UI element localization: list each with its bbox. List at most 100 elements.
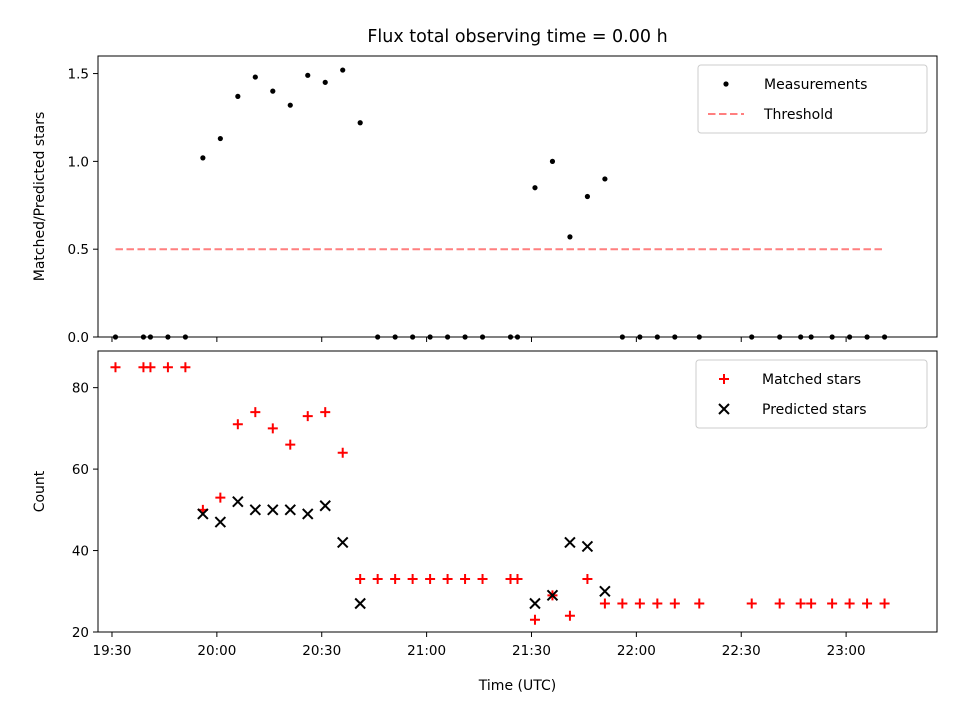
x-tick-label: 20:30: [302, 643, 341, 659]
ratio-y-axis-label: Matched/Predicted stars: [32, 112, 48, 282]
matched-stars-point: [774, 598, 785, 609]
count-y-tick-label: 20: [72, 625, 89, 641]
matched-stars-point: [337, 447, 348, 458]
x-tick-label: 22:00: [617, 643, 656, 659]
count-y-tick-label: 60: [72, 462, 89, 478]
measurements-point: [357, 120, 363, 126]
matched-stars-point: [599, 598, 610, 609]
measurements-point: [672, 334, 678, 340]
x-tick-label: 22:30: [722, 643, 761, 659]
measurements-point: [808, 334, 814, 340]
measurements-point: [654, 334, 660, 340]
measurements-point: [514, 334, 521, 340]
ratio-legend-box: [697, 64, 928, 134]
legend-threshold-label: Threshold: [763, 107, 833, 123]
matched-stars-point: [746, 598, 757, 609]
measurements-point: [200, 155, 206, 161]
matched-stars-point: [617, 598, 628, 609]
matched-stars-point: [634, 598, 645, 609]
measurements-point: [549, 158, 556, 164]
measurements-point: [532, 185, 538, 191]
predicted-stars-point: [284, 504, 296, 516]
matched-stars-point: [669, 598, 680, 609]
matched-stars-point: [460, 574, 471, 585]
legend-measurements-label: Measurements: [764, 77, 867, 93]
matched-stars-point: [582, 574, 593, 585]
matched-stars-point: [110, 362, 121, 373]
predicted-stars-point: [599, 585, 611, 597]
ratio-y-tick-label: 0.0: [68, 330, 89, 346]
measurements-point: [777, 334, 783, 340]
chart-title: Flux total observing time = 0.00 h: [367, 27, 667, 47]
matched-stars-point: [355, 574, 366, 585]
matched-stars-point: [320, 407, 331, 418]
measurements-point: [410, 334, 416, 340]
matched-stars-point: [425, 574, 436, 585]
matched-stars-point: [512, 574, 523, 585]
measurements-point: [637, 334, 643, 340]
x-tick-label: 23:00: [827, 643, 866, 659]
measurements-point: [749, 334, 755, 340]
measurements-point: [322, 79, 328, 85]
measurements-point: [217, 135, 223, 142]
predicted-stars-point: [267, 504, 279, 516]
matched-stars-point: [827, 598, 838, 609]
legend-predicted-stars-label: Predicted stars: [762, 402, 867, 418]
measurements-point: [140, 334, 147, 340]
count-legend-box: [695, 359, 928, 429]
matched-stars-point: [407, 574, 418, 585]
predicted-stars-point: [249, 504, 262, 516]
measurements-point: [479, 334, 486, 340]
measurements-point: [112, 334, 119, 340]
matched-stars-point: [285, 439, 296, 450]
matched-stars-point: [145, 362, 156, 373]
matched-stars-point: [795, 598, 806, 609]
matched-stars-point: [180, 362, 191, 373]
legend-matched-stars-label: Matched stars: [762, 372, 861, 388]
matched-stars-point: [806, 598, 817, 609]
measurements-point: [375, 334, 381, 340]
x-axis-label: Time (UTC): [478, 678, 556, 694]
measurements-point: [798, 334, 804, 340]
matched-stars-point: [879, 598, 890, 609]
measurements-point: [270, 88, 276, 94]
measurements-point: [235, 93, 241, 99]
legend-matched-stars-swatch: [719, 374, 729, 384]
matched-stars-point: [694, 598, 705, 609]
measurements-point: [427, 334, 433, 340]
matched-stars-point: [215, 492, 226, 503]
matched-stars-point: [232, 419, 243, 430]
measurements-point: [829, 334, 835, 340]
predicted-stars-point: [354, 597, 366, 610]
x-tick-label: 21:30: [512, 643, 551, 659]
ratio-y-tick-label: 0.5: [68, 242, 89, 258]
matched-stars-point: [564, 610, 575, 621]
measurements-point: [696, 334, 702, 340]
matched-stars-point: [250, 407, 261, 418]
matched-stars-point: [267, 423, 278, 434]
matched-stars-point: [390, 574, 401, 585]
measurements-point: [182, 334, 188, 340]
predicted-stars-point: [564, 536, 576, 549]
measurements-point: [340, 67, 346, 73]
count-plot-frame: [97, 350, 938, 633]
predicted-stars-point: [214, 516, 227, 528]
measurements-point: [444, 334, 451, 340]
matched-stars-point: [302, 411, 313, 422]
measurements-point: [619, 334, 625, 340]
x-tick-label: 19:30: [93, 643, 132, 659]
measurements-point: [602, 176, 608, 182]
measurements-point: [847, 334, 853, 340]
measurements-point: [165, 334, 171, 340]
measurements-point: [864, 334, 870, 340]
measurements-point: [507, 334, 514, 340]
predicted-stars-point: [337, 536, 349, 549]
measurements-point: [462, 334, 468, 340]
predicted-stars-point: [232, 495, 244, 508]
matched-stars-point: [862, 598, 873, 609]
count-y-tick-label: 80: [72, 381, 89, 397]
predicted-stars-point: [197, 508, 209, 520]
matched-stars-point: [477, 574, 488, 585]
predicted-stars-point: [529, 597, 541, 610]
